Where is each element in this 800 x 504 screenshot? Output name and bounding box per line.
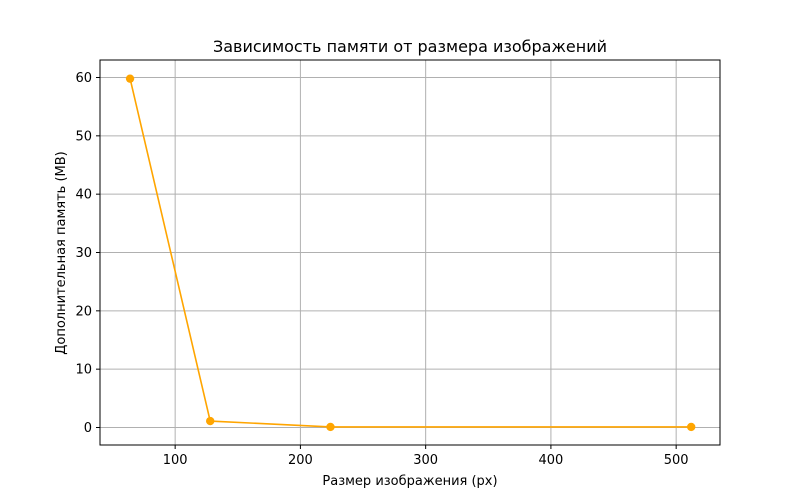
y-tick-label: 40 [75, 188, 92, 203]
y-axis-label: Дополнительная память (MB) [54, 151, 69, 355]
y-axis-ticks: 0 10 20 30 40 50 60 [75, 71, 100, 436]
data-point [206, 416, 215, 426]
x-tick-label: 500 [664, 453, 689, 468]
x-tick-label: 400 [538, 453, 563, 468]
y-tick-label: 10 [75, 363, 92, 378]
chart-title: Зависимость памяти от размера изображени… [213, 37, 607, 56]
y-tick-label: 0 [84, 421, 92, 436]
data-point [686, 422, 696, 432]
y-tick-label: 60 [75, 71, 92, 86]
x-tick-label: 200 [288, 453, 313, 468]
data-point [326, 422, 335, 432]
series-layer [125, 74, 696, 432]
x-axis-ticks: 100 200 300 400 500 [163, 445, 689, 468]
x-tick-label: 100 [163, 453, 188, 468]
x-tick-label: 300 [413, 453, 438, 468]
data-point [125, 74, 135, 83]
series-line [129, 78, 692, 428]
y-tick-label: 50 [75, 129, 92, 144]
y-tick-label: 20 [75, 304, 92, 319]
x-axis-label: Размер изображения (px) [322, 474, 497, 489]
y-tick-label: 30 [75, 246, 92, 261]
